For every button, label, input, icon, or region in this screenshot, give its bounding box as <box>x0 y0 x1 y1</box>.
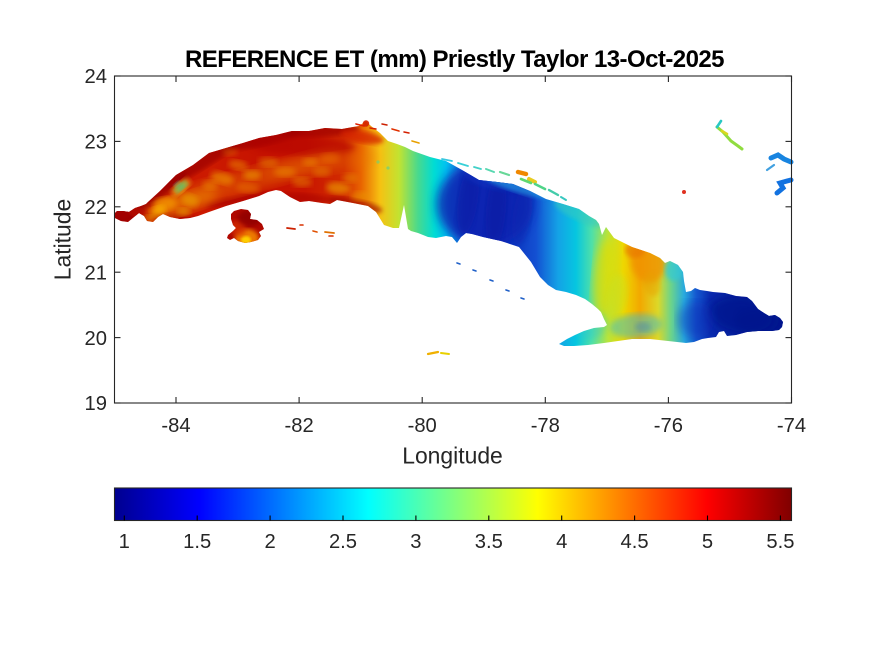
svg-text:4.5: 4.5 <box>621 531 649 553</box>
svg-text:3.5: 3.5 <box>475 531 503 553</box>
svg-text:Longitude: Longitude <box>402 443 503 469</box>
svg-text:3: 3 <box>410 531 421 553</box>
svg-text:-78: -78 <box>531 415 560 437</box>
svg-text:19: 19 <box>85 393 107 415</box>
svg-text:5: 5 <box>702 531 713 553</box>
svg-text:Latitude: Latitude <box>50 199 76 280</box>
svg-text:REFERENCE ET (mm) Priestly Tay: REFERENCE ET (mm) Priestly Taylor 13-Oct… <box>185 46 724 73</box>
svg-text:-82: -82 <box>285 415 314 437</box>
svg-text:-76: -76 <box>654 415 683 437</box>
svg-text:4: 4 <box>556 531 567 553</box>
svg-text:23: 23 <box>85 132 107 154</box>
svg-text:2.5: 2.5 <box>329 531 357 553</box>
svg-text:22: 22 <box>85 197 107 219</box>
svg-text:-80: -80 <box>408 415 437 437</box>
svg-text:5.5: 5.5 <box>766 531 794 553</box>
svg-text:2: 2 <box>264 531 275 553</box>
svg-text:20: 20 <box>85 328 107 350</box>
svg-text:-84: -84 <box>161 415 190 437</box>
svg-text:1.5: 1.5 <box>183 531 211 553</box>
svg-text:1: 1 <box>119 531 130 553</box>
svg-text:21: 21 <box>85 262 107 284</box>
svg-text:24: 24 <box>85 66 107 88</box>
svg-text:-74: -74 <box>777 415 806 437</box>
